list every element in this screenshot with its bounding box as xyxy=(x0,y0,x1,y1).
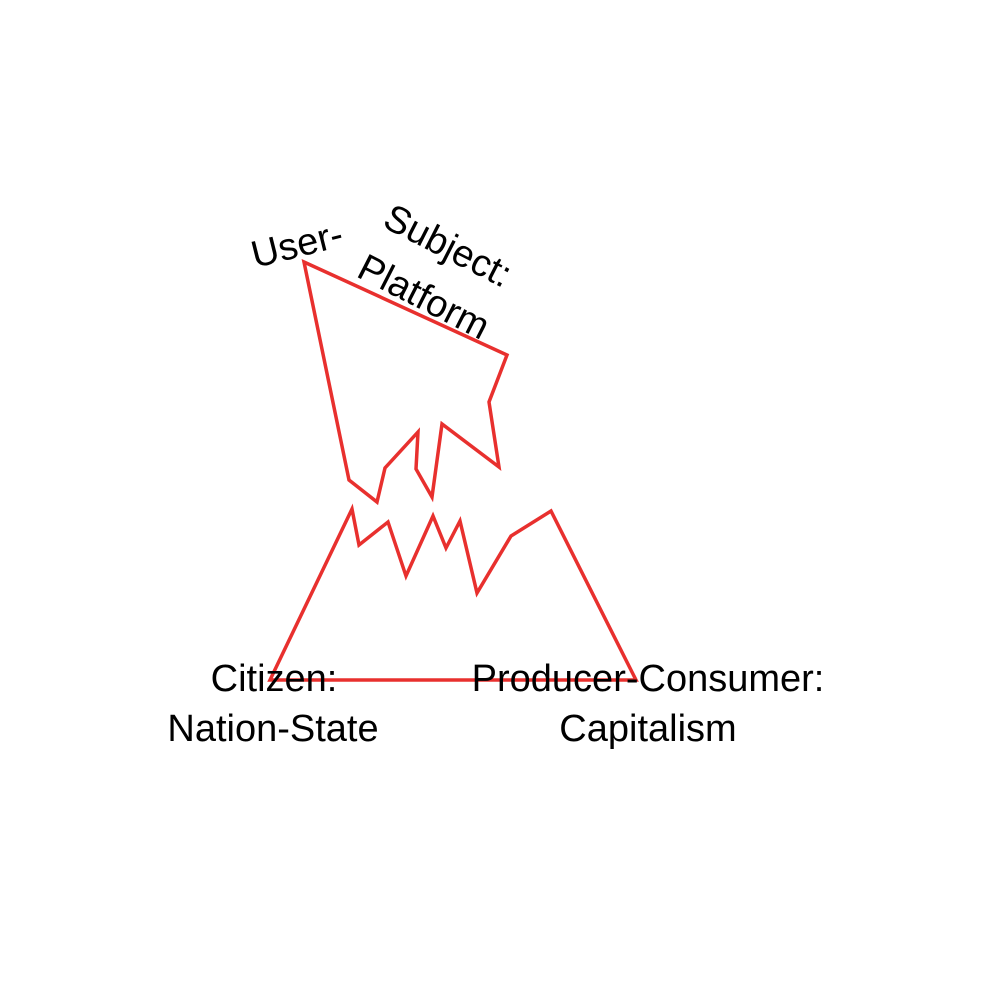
label-producer-consumer: Producer-Consumer: xyxy=(472,658,825,700)
bottom-triangle-fragment xyxy=(267,503,639,682)
label-citizen: Citizen: xyxy=(211,658,338,700)
label-user: User- xyxy=(247,214,347,277)
label-capitalism: Capitalism xyxy=(559,708,736,750)
top-triangle-fragment xyxy=(301,258,510,506)
label-nation-state: Nation-State xyxy=(167,708,378,750)
